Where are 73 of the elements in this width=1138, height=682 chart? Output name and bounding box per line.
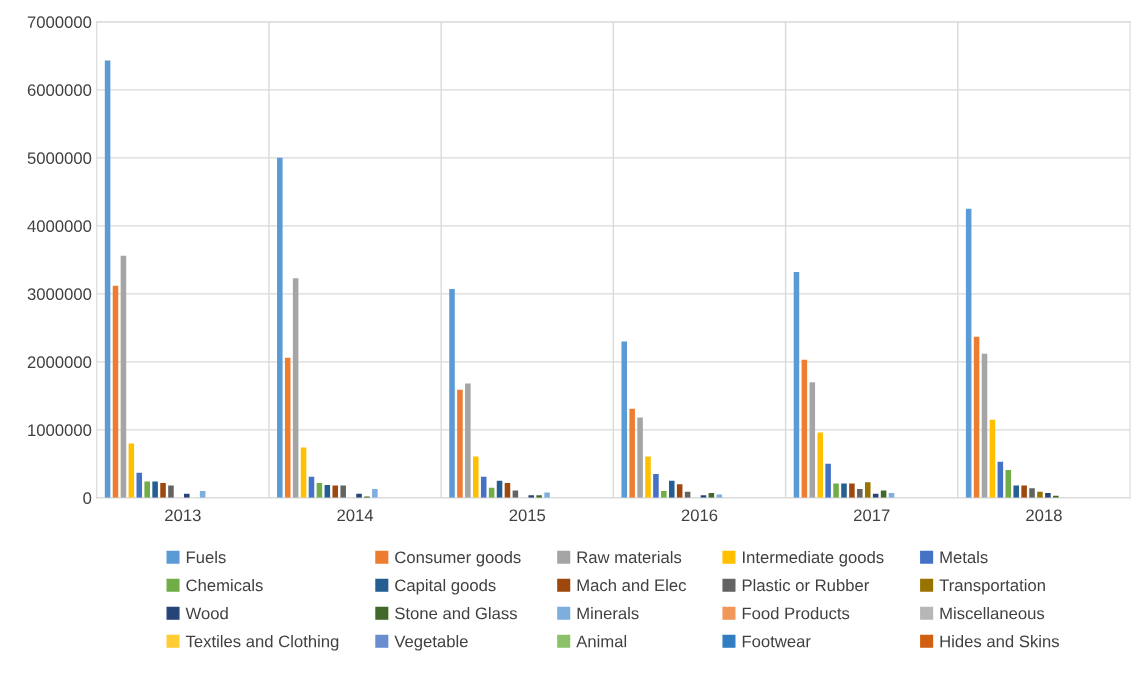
legend-label: Mach and Elec xyxy=(577,578,687,592)
bar xyxy=(621,341,627,498)
legend-label: Raw materials xyxy=(577,550,682,564)
x-tick-label: 2016 xyxy=(681,509,718,522)
bar xyxy=(841,483,847,498)
x-tick-label: 2017 xyxy=(854,509,890,522)
legend-label: Vegetable xyxy=(394,635,468,651)
legend-label: Miscellaneous xyxy=(940,607,1045,620)
legend-label: Fuels xyxy=(186,550,226,564)
bar xyxy=(112,285,119,498)
legend-label: Transportation xyxy=(939,578,1045,595)
bar xyxy=(653,474,659,498)
bar xyxy=(449,289,455,498)
bar xyxy=(340,485,346,498)
bar xyxy=(332,485,339,498)
legend-label: Chemicals xyxy=(186,578,263,592)
bar xyxy=(1021,485,1027,498)
legend-label: Metals xyxy=(940,550,988,564)
bar xyxy=(637,417,643,498)
bar xyxy=(292,278,299,498)
x-tick-label: 2015 xyxy=(509,509,546,522)
bar xyxy=(793,272,800,498)
legend-label: Textiles and Clothing xyxy=(185,635,339,651)
bar xyxy=(160,482,166,498)
bar xyxy=(465,383,471,498)
y-tick-label: 2000000 xyxy=(27,356,92,369)
legend-label: Stone and Glass xyxy=(395,607,517,620)
y-tick-label: 6000000 xyxy=(27,84,92,97)
bar xyxy=(857,489,863,498)
bar xyxy=(1029,488,1035,498)
bar xyxy=(473,456,479,498)
bar xyxy=(104,60,111,498)
bar xyxy=(809,382,816,498)
legend-label: Consumer goods xyxy=(395,550,521,567)
y-tick-label: 7000000 xyxy=(27,16,92,29)
bar xyxy=(372,489,378,498)
bar xyxy=(817,432,823,498)
bar xyxy=(661,491,667,498)
legend-label: Hides and Skins xyxy=(940,635,1059,648)
bar xyxy=(849,483,855,498)
bar xyxy=(645,456,651,498)
legend-label: Intermediate goods xyxy=(743,550,884,567)
bar xyxy=(277,157,283,498)
legend-label: Animal xyxy=(576,635,627,648)
bar xyxy=(668,480,675,498)
x-tick-label: 2018 xyxy=(1026,509,1062,522)
bar xyxy=(544,492,550,498)
bar xyxy=(629,408,635,498)
bar xyxy=(825,463,831,498)
y-tick-label: 5000000 xyxy=(27,152,92,165)
bar xyxy=(1013,485,1019,498)
x-tick-label: 2014 xyxy=(337,509,374,522)
bar xyxy=(136,472,143,498)
y-tick-label: 0 xyxy=(83,492,92,505)
bar xyxy=(864,482,871,498)
legend-label: Capital goods xyxy=(395,578,496,595)
bar xyxy=(144,481,150,498)
legend-label: Plastic or Rubber xyxy=(742,578,870,592)
y-tick-label: 3000000 xyxy=(27,288,92,301)
legend-label: Footwear xyxy=(742,635,811,648)
bar xyxy=(1045,493,1051,498)
bar xyxy=(833,483,839,498)
bar xyxy=(965,208,972,498)
legend-label: Food Products xyxy=(742,607,850,620)
x-tick-label: 2013 xyxy=(165,509,201,522)
legend-label: Wood xyxy=(185,607,228,620)
legend-label: Minerals xyxy=(577,607,639,620)
bar xyxy=(120,255,127,498)
y-tick-label: 1000000 xyxy=(28,424,92,437)
y-tick-label: 4000000 xyxy=(27,220,92,233)
bar xyxy=(152,481,158,498)
bar xyxy=(168,485,174,498)
bar xyxy=(457,389,463,498)
